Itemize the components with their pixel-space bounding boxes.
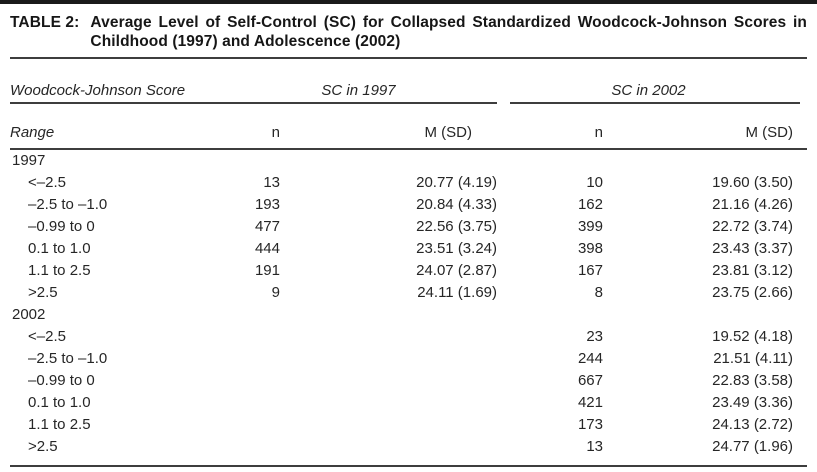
table-title: Average Level of Self-Control (SC) for C…	[90, 13, 807, 51]
n-1997-cell: 9	[271, 284, 280, 301]
msd-1997-cell: 20.84 (4.33)	[416, 196, 497, 213]
n-2002-cell: 10	[586, 174, 603, 191]
section-row: 2002	[10, 304, 800, 326]
n-2002-cell: 13	[586, 438, 603, 455]
msd-2002-cell: 24.13 (2.72)	[712, 416, 793, 433]
range-cell: –0.99 to 0	[28, 218, 95, 235]
msd-2002-cell: 19.60 (3.50)	[712, 174, 793, 191]
range-cell: >2.5	[28, 284, 58, 301]
table-row: 1.1 to 2.5 173 24.13 (2.72)	[10, 414, 800, 436]
range-cell: >2.5	[28, 438, 58, 455]
table-row: 0.1 to 1.0 421 23.49 (3.36)	[10, 392, 800, 414]
range-header: Range	[10, 124, 55, 141]
group-header-row: Woodcock-Johnson Score SC in 1997 SC in …	[10, 59, 800, 102]
n-2002-cell: 421	[577, 394, 603, 411]
n-2002-cell: 399	[577, 218, 603, 235]
table-body: 1997 <–2.5 13 20.77 (4.19) 10 19.60 (3.5…	[0, 150, 817, 458]
msd-1997-cell: 24.11 (1.69)	[417, 284, 497, 301]
msd-2002-cell: 23.43 (3.37)	[712, 240, 793, 257]
n-1997-cell: 477	[254, 218, 280, 235]
table-row: <–2.5 13 20.77 (4.19) 10 19.60 (3.50)	[10, 172, 800, 194]
msd-1997-cell: 20.77 (4.19)	[416, 174, 497, 191]
msd-2002-cell: 22.83 (3.58)	[712, 372, 793, 389]
n-1997-cell: 193	[254, 196, 280, 213]
table-number-label: TABLE 2:	[10, 14, 80, 31]
group-rule-right	[510, 102, 800, 104]
group-rule-left	[10, 102, 497, 104]
group-header-rules	[10, 102, 800, 104]
msd-1997-cell: 22.56 (3.75)	[416, 218, 497, 235]
header-rule	[10, 148, 807, 150]
section-label: 2002	[12, 306, 46, 323]
table-row: –2.5 to –1.0 244 21.51 (4.11)	[10, 348, 800, 370]
msd-1997-cell: 23.51 (3.24)	[416, 240, 497, 257]
n-2002-cell: 23	[586, 328, 603, 345]
group-header-1997: SC in 1997	[321, 82, 396, 99]
caption-rule	[10, 57, 807, 59]
msd-header-2002: M (SD)	[745, 124, 794, 141]
n-1997-cell: 191	[254, 262, 280, 279]
msd-2002-cell: 24.77 (1.96)	[712, 438, 793, 455]
msd-2002-cell: 23.49 (3.36)	[712, 394, 793, 411]
table-row: –0.99 to 0 477 22.56 (3.75) 399 22.72 (3…	[10, 216, 800, 238]
range-cell: –2.5 to –1.0	[28, 196, 108, 213]
section-row: 1997	[10, 150, 800, 172]
table-title-line-1: Average Level of Self-Control (SC) for C…	[90, 14, 807, 31]
table-row: 1.1 to 2.5 191 24.07 (2.87) 167 23.81 (3…	[10, 260, 800, 282]
n-2002-cell: 244	[577, 350, 603, 367]
range-cell: <–2.5	[28, 174, 66, 191]
n-1997-cell: 444	[254, 240, 280, 257]
range-cell: –2.5 to –1.0	[28, 350, 108, 367]
bottom-rule	[10, 465, 807, 467]
msd-2002-cell: 22.72 (3.74)	[712, 218, 793, 235]
msd-2002-cell: 23.75 (2.66)	[712, 284, 793, 301]
group-header-2002: SC in 2002	[611, 82, 686, 99]
table-row: <–2.5 23 19.52 (4.18)	[10, 326, 800, 348]
n-1997-cell: 13	[263, 174, 280, 191]
range-cell: 0.1 to 1.0	[28, 240, 91, 257]
table-row: –0.99 to 0 667 22.83 (3.58)	[10, 370, 800, 392]
range-cell: 0.1 to 1.0	[28, 394, 91, 411]
table-title-line-2: Childhood (1997) and Adolescence (2002)	[90, 33, 401, 50]
n-2002-cell: 167	[577, 262, 603, 279]
range-cell: 1.1 to 2.5	[28, 262, 91, 279]
n-2002-cell: 398	[577, 240, 603, 257]
table-row: –2.5 to –1.0 193 20.84 (4.33) 162 21.16 …	[10, 194, 800, 216]
table-caption: TABLE 2: Average Level of Self-Control (…	[10, 13, 807, 51]
n-2002-cell: 173	[577, 416, 603, 433]
range-cell: <–2.5	[28, 328, 66, 345]
n-header-1997: n	[271, 124, 280, 141]
top-rule	[0, 0, 817, 4]
table-row: 0.1 to 1.0 444 23.51 (3.24) 398 23.43 (3…	[10, 238, 800, 260]
column-group-header: Woodcock-Johnson Score	[10, 82, 186, 99]
msd-2002-cell: 19.52 (4.18)	[712, 328, 793, 345]
msd-header-1997: M (SD)	[424, 124, 473, 141]
n-header-2002: n	[594, 124, 603, 141]
range-cell: –0.99 to 0	[28, 372, 95, 389]
n-2002-cell: 667	[577, 372, 603, 389]
table-row: >2.5 13 24.77 (1.96)	[10, 436, 800, 458]
msd-2002-cell: 21.51 (4.11)	[713, 350, 793, 367]
msd-2002-cell: 23.81 (3.12)	[712, 262, 793, 279]
msd-1997-cell: 24.07 (2.87)	[416, 262, 497, 279]
table-row: >2.5 9 24.11 (1.69) 8 23.75 (2.66)	[10, 282, 800, 304]
n-2002-cell: 162	[577, 196, 603, 213]
range-cell: 1.1 to 2.5	[28, 416, 91, 433]
section-label: 1997	[12, 152, 46, 169]
subheader-row: Range n M (SD) n M (SD)	[10, 104, 800, 148]
msd-2002-cell: 21.16 (4.26)	[712, 196, 793, 213]
n-2002-cell: 8	[594, 284, 603, 301]
